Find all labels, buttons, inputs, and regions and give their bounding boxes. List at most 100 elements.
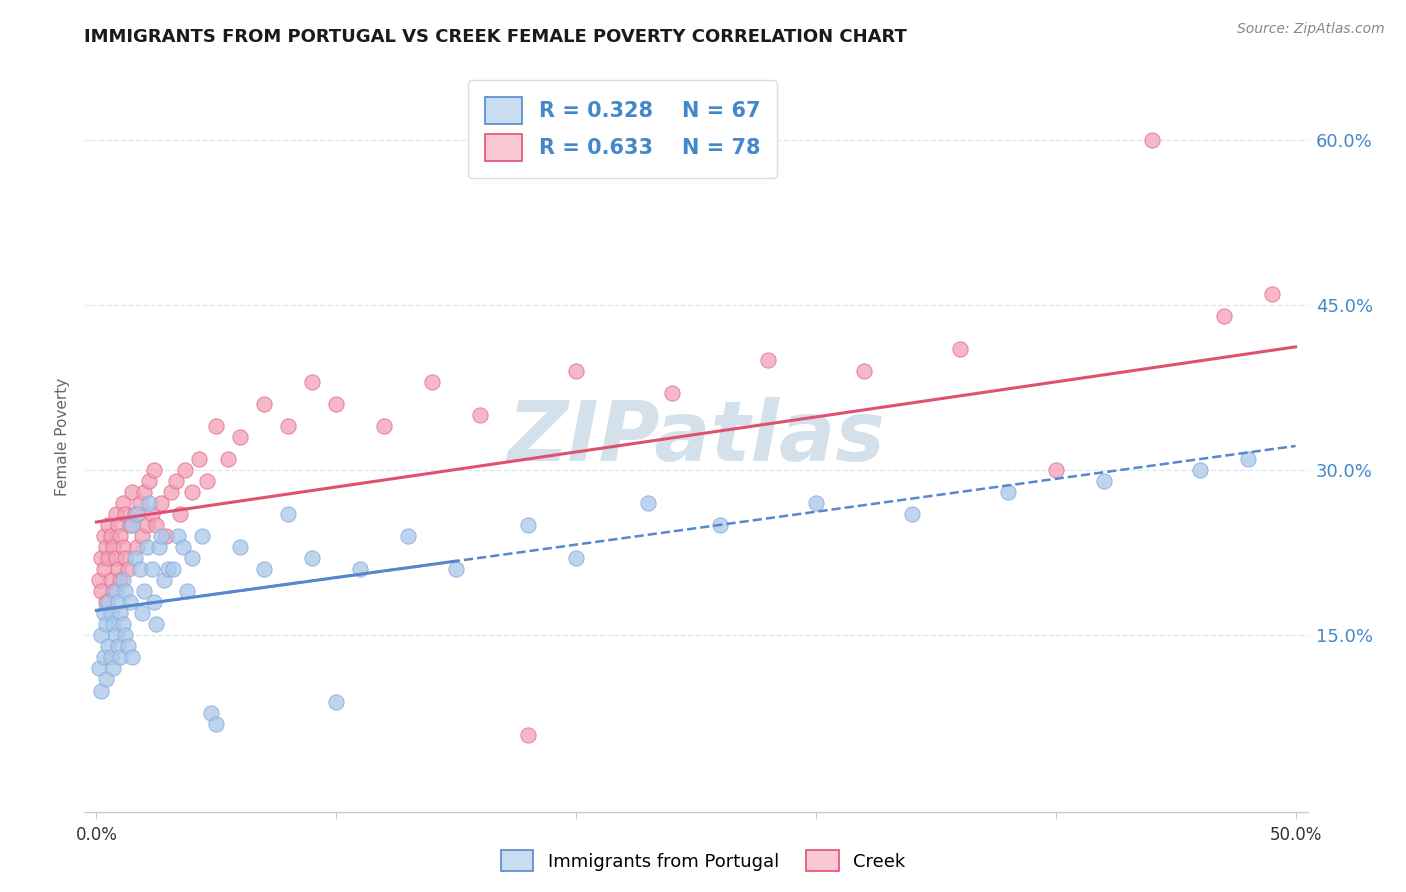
Point [121,518,143,533]
Point [101,541,124,555]
Point [661,386,683,401]
Point [134,485,156,500]
Point [200,706,222,720]
Point [1236,452,1258,467]
Point [87,574,110,588]
Point [114,584,136,599]
Point [135,518,157,533]
Point [93,562,115,576]
Point [101,661,124,675]
Point [100,529,122,543]
Point [145,617,167,632]
Point [100,650,122,665]
Point [135,541,157,555]
Point [804,496,827,510]
Point [167,529,190,543]
Text: IMMIGRANTS FROM PORTUGAL VS CREEK FEMALE POVERTY CORRELATION CHART: IMMIGRANTS FROM PORTUGAL VS CREEK FEMALE… [84,28,907,45]
Point [121,485,143,500]
Point [565,551,588,566]
Point [756,353,779,368]
Point [111,574,134,588]
Point [949,342,972,356]
Point [188,452,211,467]
Text: ZIPatlas: ZIPatlas [508,397,884,477]
Point [97,595,120,609]
Point [87,661,110,675]
Point [101,617,124,632]
Point [229,430,252,444]
Point [124,551,146,566]
Point [181,551,204,566]
Point [174,463,197,477]
Point [138,496,160,510]
Point [100,607,122,621]
Point [325,397,347,411]
Point [420,375,443,389]
Point [205,716,228,731]
Point [94,595,117,609]
Point [104,507,127,521]
Point [107,640,129,654]
Point [1045,463,1067,477]
Point [100,574,122,588]
Point [277,507,299,521]
Point [97,551,120,566]
Point [90,683,112,698]
Point [165,474,187,488]
Point [373,419,395,434]
Point [128,562,150,576]
Point [277,419,299,434]
Point [110,607,132,621]
Point [152,574,174,588]
Point [145,518,167,533]
Point [142,595,165,609]
Point [191,529,214,543]
Point [97,640,120,654]
Point [94,541,117,555]
Point [118,595,141,609]
Legend: Immigrants from Portugal, Creek: Immigrants from Portugal, Creek [494,843,912,879]
Point [1188,463,1211,477]
Point [709,518,731,533]
Point [1357,353,1379,368]
Point [110,574,132,588]
Point [1092,474,1115,488]
Point [141,562,163,576]
Point [97,518,120,533]
Y-axis label: Female Poverty: Female Poverty [55,378,70,496]
Point [162,562,184,576]
Point [134,584,156,599]
Point [325,694,347,708]
Point [159,485,181,500]
Point [396,529,419,543]
Point [93,529,115,543]
Point [195,474,218,488]
Point [124,507,146,521]
Point [349,562,371,576]
Point [111,496,134,510]
Point [517,728,540,742]
Point [121,650,143,665]
Point [444,562,467,576]
Point [181,485,204,500]
Point [141,507,163,521]
Point [1309,397,1331,411]
Point [138,474,160,488]
Point [94,617,117,632]
Point [114,551,136,566]
Point [852,364,875,378]
Point [93,607,115,621]
Point [997,485,1019,500]
Point [172,541,194,555]
Point [150,496,173,510]
Point [90,551,112,566]
Point [1405,331,1406,345]
Point [565,364,588,378]
Point [253,562,276,576]
Point [127,507,149,521]
Point [104,628,127,642]
Point [117,562,139,576]
Text: Source: ZipAtlas.com: Source: ZipAtlas.com [1237,22,1385,37]
Point [101,584,124,599]
Point [117,640,139,654]
